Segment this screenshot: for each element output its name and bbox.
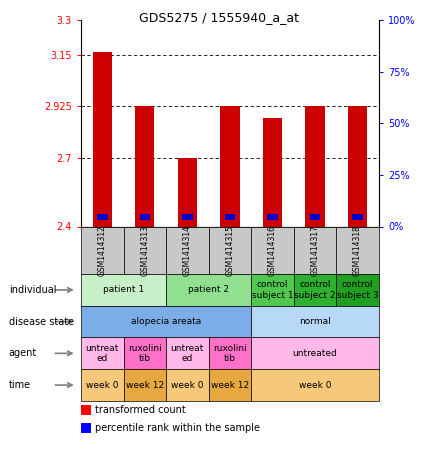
Text: GSM1414317: GSM1414317 xyxy=(311,225,320,276)
Bar xyxy=(305,106,325,226)
Text: normal: normal xyxy=(299,317,331,326)
Text: GSM1414318: GSM1414318 xyxy=(353,225,362,276)
Text: GSM1414313: GSM1414313 xyxy=(140,225,149,276)
Text: untreat
ed: untreat ed xyxy=(85,344,119,363)
Text: disease state: disease state xyxy=(9,317,74,327)
Text: week 0: week 0 xyxy=(299,381,331,390)
Bar xyxy=(220,106,240,226)
Bar xyxy=(352,214,363,220)
Text: ruxolini
tib: ruxolini tib xyxy=(128,344,162,363)
Text: GSM1414314: GSM1414314 xyxy=(183,225,192,276)
Text: percentile rank within the sample: percentile rank within the sample xyxy=(95,423,260,433)
Text: week 12: week 12 xyxy=(126,381,164,390)
Text: time: time xyxy=(9,380,31,390)
Text: individual: individual xyxy=(9,285,56,295)
Bar xyxy=(178,158,197,226)
Bar xyxy=(135,106,155,226)
Text: GSM1414312: GSM1414312 xyxy=(98,225,107,276)
Text: week 12: week 12 xyxy=(211,381,249,390)
Text: week 0: week 0 xyxy=(86,381,119,390)
Bar xyxy=(263,118,282,226)
Text: control
subject 2: control subject 2 xyxy=(294,280,336,299)
Bar xyxy=(182,214,193,220)
Bar xyxy=(97,214,108,220)
Text: patient 1: patient 1 xyxy=(103,285,144,294)
Bar xyxy=(93,53,112,226)
Text: control
subject 1: control subject 1 xyxy=(252,280,293,299)
Text: untreat
ed: untreat ed xyxy=(171,344,204,363)
Text: week 0: week 0 xyxy=(171,381,204,390)
Text: GDS5275 / 1555940_a_at: GDS5275 / 1555940_a_at xyxy=(139,11,299,24)
Text: patient 2: patient 2 xyxy=(188,285,229,294)
Text: transformed count: transformed count xyxy=(95,405,186,415)
Bar xyxy=(310,214,320,220)
Bar xyxy=(348,106,367,226)
Text: alopecia areata: alopecia areata xyxy=(131,317,201,326)
Bar xyxy=(225,214,235,220)
Bar xyxy=(267,214,278,220)
Text: ruxolini
tib: ruxolini tib xyxy=(213,344,247,363)
Text: GSM1414315: GSM1414315 xyxy=(226,225,234,276)
Text: agent: agent xyxy=(9,348,37,358)
Text: untreated: untreated xyxy=(293,349,337,358)
Bar xyxy=(140,214,150,220)
Text: control
subject 3: control subject 3 xyxy=(337,280,378,299)
Text: GSM1414316: GSM1414316 xyxy=(268,225,277,276)
